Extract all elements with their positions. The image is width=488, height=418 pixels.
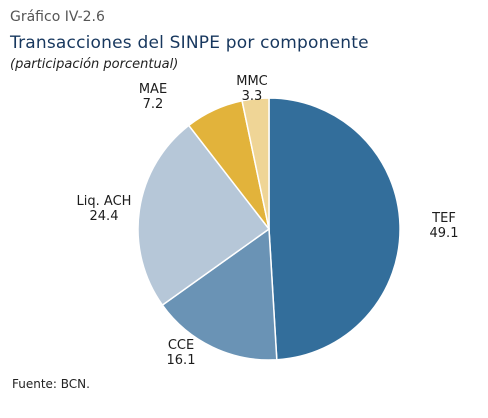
slice-value-tef: 49.1 (430, 226, 459, 241)
slice-value-cce: 16.1 (167, 353, 196, 368)
slice-tef (268, 97, 401, 361)
slice-label-mmc: MMC (236, 74, 268, 89)
chart-source: Fuente: BCN. (12, 377, 90, 391)
slice-mmc (241, 97, 270, 230)
slice-value-liq-ach: 24.4 (90, 209, 119, 224)
slice-value-mae: 7.2 (143, 97, 164, 112)
slice-label-mae: MAE (139, 82, 167, 97)
chart-subtitle: (participación porcentual) (10, 57, 179, 72)
slice-value-mmc: 3.3 (242, 89, 263, 104)
slice-label-liq-ach: Liq. ACH (77, 194, 132, 209)
slice-label-cce: CCE (168, 338, 194, 353)
chart-title: Transacciones del SINPE por componente (10, 33, 369, 53)
slice-cce (161, 227, 278, 361)
pie-slices (137, 97, 401, 361)
slice-liq-ach (137, 124, 271, 307)
chart-number: Gráfico IV-2.6 (10, 9, 105, 25)
slice-label-tef: TEF (431, 211, 456, 226)
